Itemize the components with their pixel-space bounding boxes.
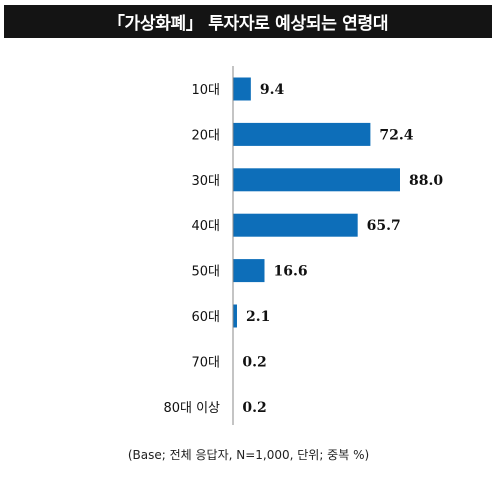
value-label: 65.7 [367,218,401,234]
bar [233,259,265,283]
bar [233,168,400,192]
value-label: 16.6 [274,264,308,280]
bar [233,77,251,101]
value-label: 9.4 [260,82,285,98]
value-label: 0.2 [242,354,266,370]
category-labels: 10대 20대 30대 40대 50대 60대 70대 80대 이상 [163,83,220,416]
value-labels: 9.4 72.4 88.0 65.7 16.6 2.1 0.2 0.2 [242,82,443,416]
category-label: 10대 [191,83,220,98]
category-label: 20대 [191,128,220,143]
value-label: 72.4 [379,127,413,143]
category-label: 60대 [191,310,220,325]
category-label: 40대 [191,219,220,234]
value-label: 88.0 [409,173,443,189]
footnote: (Base; 전체 응답자, N=1,000, 단위; 중복 %) [127,448,370,462]
chart-title: 「가상화폐」 투자자로 예상되는 연령대 [4,5,492,38]
bar [233,304,237,328]
category-label: 80대 이상 [163,401,220,416]
category-label: 30대 [191,174,220,189]
category-label: 70대 [191,355,220,370]
value-label: 2.1 [246,309,270,325]
bar [233,122,371,146]
value-label: 0.2 [242,400,266,416]
bar [233,213,358,237]
category-label: 50대 [191,265,220,280]
bars [233,77,400,419]
